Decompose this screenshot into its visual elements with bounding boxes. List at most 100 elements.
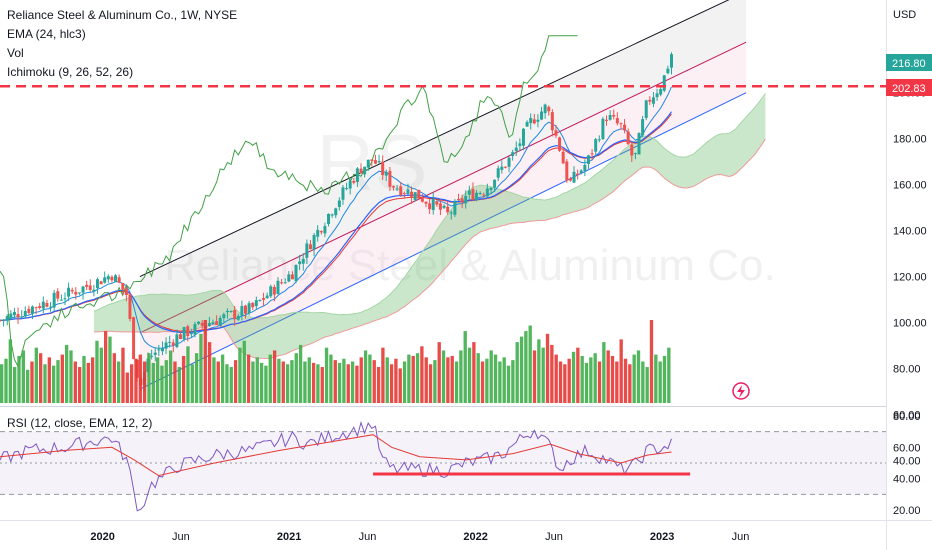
candle-body [305,243,309,258]
volume-bar [99,347,103,403]
candle-body [460,198,464,203]
volume-bar [563,364,567,403]
candle-body [312,235,316,250]
candle-body [493,179,497,188]
volume-bar [38,353,43,403]
candle-body [594,139,598,152]
candle-body [16,314,20,318]
candle-body [327,213,331,225]
candles[interactable] [0,52,673,392]
candle-body [370,159,374,162]
candle-body [92,289,96,292]
candle-body [395,188,399,190]
rsi-legend[interactable]: RSI (12, close, EMA, 12, 2) [7,416,153,430]
volume-bar [593,353,597,403]
candle-body [218,317,222,326]
vol-legend[interactable]: Vol [7,46,24,60]
price-axis[interactable]: 200.00180.00160.00140.00120.00100.0080.0… [893,88,927,468]
candle-body [615,118,619,124]
volume-bar [264,365,268,403]
candle-body [49,306,53,308]
candle-body [532,119,536,124]
candle-body [666,68,670,74]
candle-body [554,130,558,136]
rsi-ma-line [0,434,672,477]
candle-body [359,168,363,174]
candle-body [543,104,547,114]
time-tick-label: 2022 [463,531,487,543]
candle-body [197,321,201,324]
volume-bar [281,361,285,403]
candle-body [485,188,489,197]
symbol-title[interactable]: Reliance Steel & Aluminum Co., 1W, NYSE [7,8,238,22]
volume-bar [537,339,541,403]
volume-bars [0,320,671,403]
candle-body [262,297,266,300]
candle-body [377,161,381,163]
candle-body [280,282,284,284]
candle-body [540,111,544,120]
volume-bar [4,358,8,403]
volume-bar [181,355,186,403]
volume-bar [164,360,168,403]
channel-middle-line [139,41,747,334]
candle-body [514,147,518,152]
volume-bar [277,358,281,403]
volume-bar [515,342,519,403]
volume-bar [472,342,476,403]
volume-bar [459,350,463,403]
time-axis[interactable]: 2020 Jun 2021 Jun 2022 Jun 2023 Jun [90,531,749,543]
candle-body [106,276,110,280]
volume-bar [112,353,116,403]
candle-body [9,313,13,319]
volume-bar [450,355,454,403]
volume-bar [216,361,220,403]
candle-body [258,299,262,301]
candle-body [399,186,403,196]
volume-bar [628,364,632,403]
volume-bar [95,340,99,403]
rsi-tick-label: 20.00 [893,505,921,517]
watermark: RS Reliance Steel & Aluminum Co. [164,118,775,290]
volume-bar [541,347,545,403]
volume-bar [381,347,385,403]
candle-body [207,323,211,327]
volume-bar [632,354,636,403]
candle-body [518,143,522,146]
volume-bar [30,361,34,403]
candle-body [153,352,157,355]
lightning-icon[interactable] [732,382,750,400]
candle-body [240,306,244,316]
candle-body [410,191,414,198]
candle-body [85,284,89,287]
price-tick-label: 120.00 [893,272,927,284]
candle-body [175,334,179,348]
volume-bar [147,353,151,403]
candle-body [233,309,237,320]
volume-bar [160,365,164,403]
candle-body [114,275,118,282]
candle-body [308,244,312,250]
candle-body [536,119,540,122]
volume-bar [350,361,355,403]
volume-bar [545,333,550,403]
volume-bar [212,357,216,403]
volume-bar [246,354,251,403]
ichimoku-legend[interactable]: Ichimoku (9, 26, 52, 26) [7,65,134,79]
time-tick-label: 2023 [650,531,674,543]
volume-bar [56,360,60,403]
channel-upper-line [139,0,730,278]
volume-bar [251,361,255,403]
volume-bar [502,357,506,403]
volume-bar [584,362,589,403]
candle-body [619,123,623,125]
rsi-tick-label: 80.00 [893,411,921,423]
candle-body [179,334,183,340]
channel-upper-fill [139,0,747,333]
ema-legend[interactable]: EMA (24, hlc3) [7,27,86,41]
candle-body [251,302,255,308]
candle-body [561,151,565,164]
volume-bar [129,364,134,403]
